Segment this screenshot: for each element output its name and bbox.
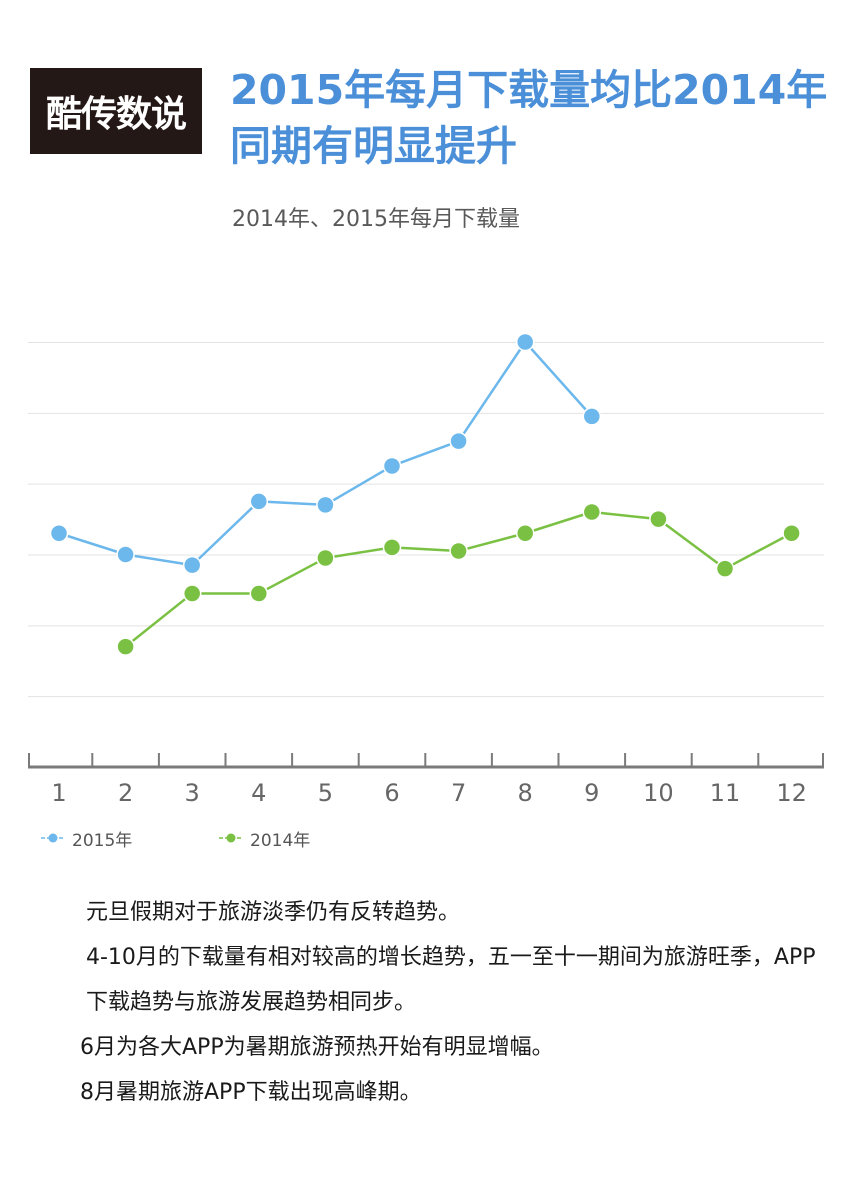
x-tick-label: 8 (518, 779, 533, 807)
x-tick-label: 7 (451, 779, 466, 807)
paragraph: 4-10月的下载量有相对较高的增长趋势，五一至十一期间为旅游旺季，APP下载趋势… (86, 945, 816, 1015)
series-2015-point (382, 456, 402, 476)
brand-logo: 酷传数说 (30, 68, 202, 154)
series-2015-line (58, 340, 593, 567)
x-tick-label: 9 (584, 779, 599, 807)
line-dot-icon (41, 833, 65, 843)
series-2014-point (582, 502, 602, 522)
line-dot-icon (219, 833, 243, 843)
x-tick-label: 1 (51, 779, 66, 807)
series-2014-point (382, 538, 402, 557)
series-2015-point (182, 555, 202, 575)
series-2014-point (715, 559, 735, 578)
series-2014-point (316, 548, 335, 568)
legend-label-2014: 2014年 (250, 830, 311, 851)
x-tick-label: 6 (384, 779, 399, 807)
series-2014-point (649, 509, 668, 529)
logo-text: 酷传数说 (45, 94, 187, 135)
x-tick-label: 4 (251, 779, 266, 807)
series-2015-point (449, 431, 468, 451)
x-tick-label: 2 (118, 779, 133, 807)
series-2014-point (782, 524, 801, 543)
series-2014-point (249, 584, 269, 603)
paragraph: 元旦假期对于旅游淡季仍有反转趋势。 (86, 900, 461, 925)
series-2015-point (249, 492, 269, 511)
legend-item-2014: 2014年 (218, 826, 311, 851)
paragraph: 6月为各大APP为暑期旅游预热开始有明显增幅。 (80, 1035, 554, 1060)
x-tick-label: 5 (318, 779, 333, 807)
series-2015-point (515, 332, 535, 352)
line-chart: 1 2 3 4 5 6 7 8 9 10 11 12 (28, 332, 824, 807)
chart-subtitle: 2014年、2015年每月下载量 (232, 207, 520, 232)
paragraph: 8月暑期旅游APP下载出现高峰期。 (80, 1080, 422, 1105)
x-tick-label: 3 (185, 779, 200, 807)
series-2014-point (116, 637, 135, 656)
x-tick-label: 10 (643, 779, 674, 807)
series-2014-point (515, 524, 535, 543)
series-2015-point (116, 545, 135, 564)
series-2014-point (182, 584, 202, 603)
x-tick-label: 12 (776, 779, 807, 807)
series-2014-point (449, 541, 468, 561)
x-tick-label: 11 (710, 779, 741, 807)
series-2015-point (49, 524, 69, 543)
legend-label-2015: 2015年 (72, 830, 133, 851)
series-2015-point (316, 495, 335, 515)
series-2015-point (582, 407, 602, 426)
page-title: 2015年每月下载量均比2014年同期有明显提升 (230, 66, 828, 170)
description: 元旦假期对于旅游淡季仍有反转趋势。 4-10月的下载量有相对较高的增长趋势，五一… (30, 890, 830, 1115)
legend-item-2015: 2015年 (40, 826, 133, 851)
